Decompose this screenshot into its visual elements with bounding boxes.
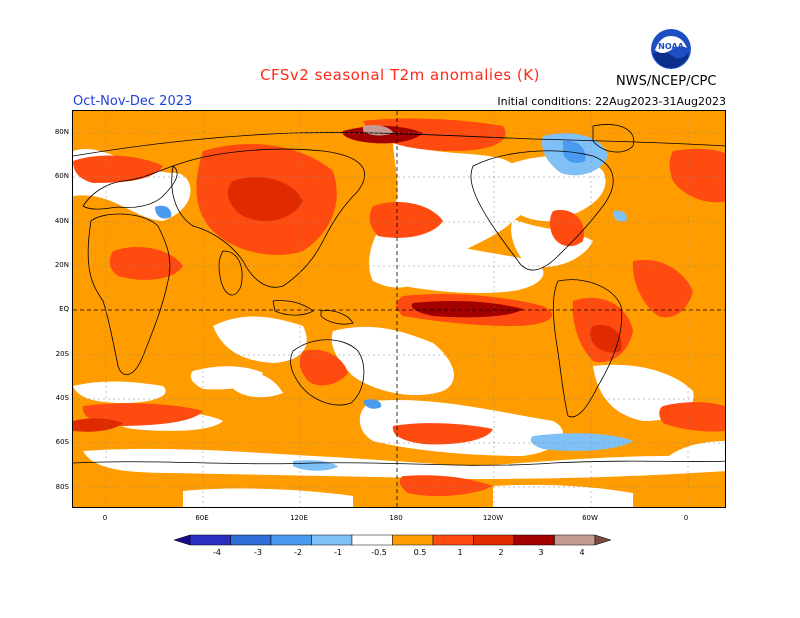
colorbar: [173, 534, 612, 546]
map-title: CFSv2 seasonal T2m anomalies (K): [260, 66, 540, 84]
colorbar-label: 2: [498, 548, 504, 557]
lat-label: 40S: [55, 394, 69, 402]
lat-label: 80N: [54, 128, 69, 136]
lon-label: 0: [102, 514, 108, 522]
lat-label: 20N: [54, 261, 69, 269]
colorbar-label: -4: [213, 548, 221, 557]
colorbar-label: -1: [334, 548, 342, 557]
colorbar-segment: [311, 534, 353, 546]
anomaly-map: [72, 110, 726, 508]
colorbar-segment: [513, 534, 555, 546]
agency-label: NWS/NCEP/CPC: [616, 74, 717, 89]
lon-label: 60W: [582, 514, 598, 522]
lat-label: 60S: [55, 438, 69, 446]
colorbar-segment: [473, 534, 515, 546]
reference-lines: [73, 111, 725, 507]
lat-label: EQ: [59, 305, 69, 313]
gridlines: [73, 111, 725, 507]
colorbar-segment: [351, 534, 393, 546]
colorbar-label: -0.5: [371, 548, 387, 557]
colorbar-end-left: [173, 534, 191, 546]
colorbar-label: 0.5: [413, 548, 427, 557]
colorbar-segment: [189, 534, 231, 546]
colorbar-label: 1: [457, 548, 463, 557]
lat-label: 80S: [55, 483, 69, 491]
colorbar-label: 4: [579, 548, 585, 557]
initial-conditions-label: Initial conditions: 22Aug2023-31Aug2023: [497, 95, 726, 108]
lat-label: 40N: [54, 217, 69, 225]
lat-label: 60N: [54, 172, 69, 180]
noaa-logo: NOAA: [651, 29, 691, 69]
colorbar-segment: [554, 534, 596, 546]
lon-label: 60E: [195, 514, 209, 522]
colorbar-label: 3: [538, 548, 544, 557]
lon-label: 0: [683, 514, 689, 522]
season-label: Oct-Nov-Dec 2023: [73, 94, 193, 109]
colorbar-segment: [230, 534, 272, 546]
lon-label: 120W: [482, 514, 504, 522]
colorbar-segment: [432, 534, 474, 546]
colorbar-segment: [270, 534, 312, 546]
lon-label: 120E: [290, 514, 308, 522]
colorbar-end-right: [594, 534, 612, 546]
map-canvas: [73, 111, 725, 507]
anomaly-fill: [73, 111, 725, 507]
lat-label: 20S: [55, 350, 69, 358]
coastlines: [73, 124, 725, 466]
colorbar-segment: [392, 534, 434, 546]
lon-label: 180: [389, 514, 403, 522]
colorbar-label: -2: [294, 548, 302, 557]
colorbar-label: -3: [254, 548, 262, 557]
noaa-logo-text: NOAA: [658, 42, 684, 51]
